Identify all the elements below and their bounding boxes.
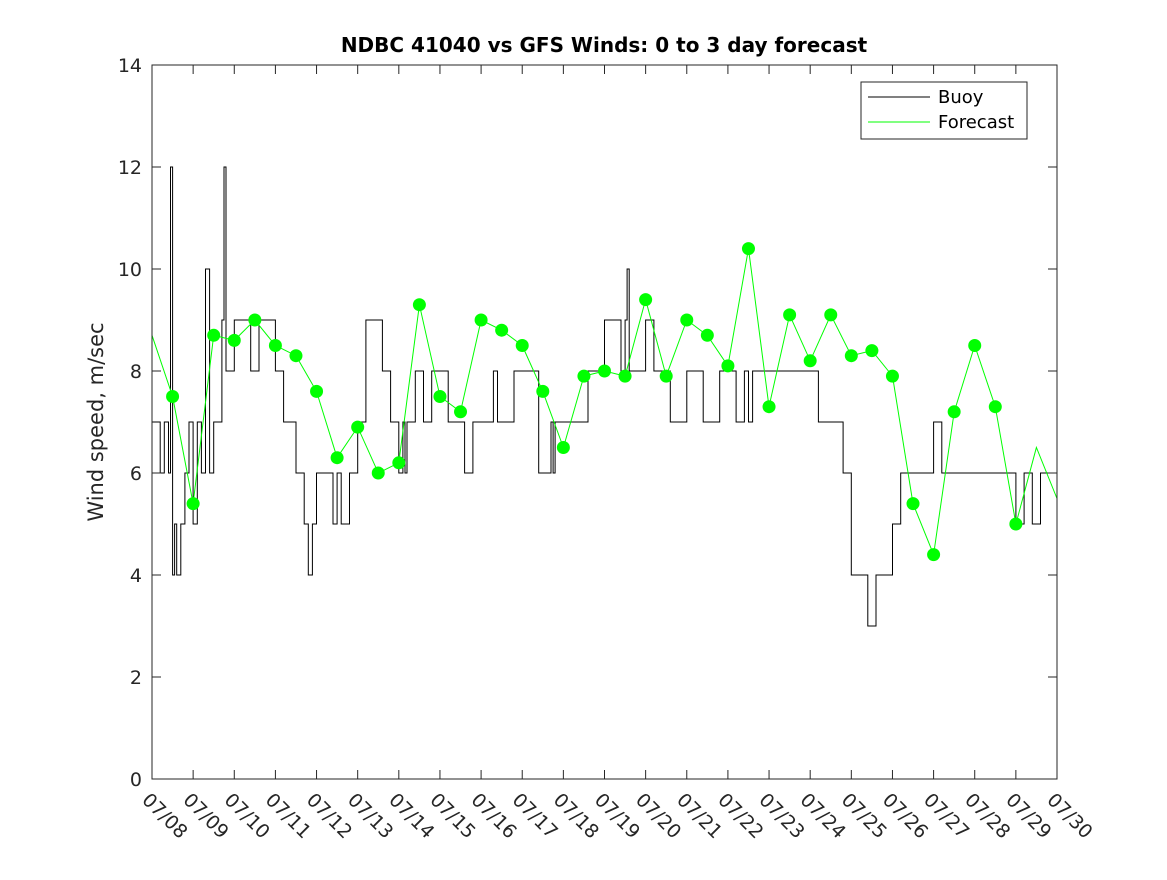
forecast-point <box>310 384 324 398</box>
x-tick-label: 07/10 <box>220 789 274 843</box>
forecast-point <box>495 323 509 337</box>
forecast-point <box>906 497 920 511</box>
y-tick-label: 12 <box>118 157 142 179</box>
forecast-point <box>741 242 755 256</box>
forecast-point <box>721 359 735 373</box>
forecast-point <box>412 298 426 312</box>
y-tick-label: 0 <box>130 769 142 791</box>
x-tick-label: 07/08 <box>137 789 191 843</box>
x-tick-label: 07/28 <box>960 789 1014 843</box>
series-layer <box>151 166 1058 627</box>
forecast-point <box>618 369 632 383</box>
forecast-point <box>330 451 344 465</box>
x-tick-label: 07/14 <box>384 789 438 843</box>
forecast-point <box>227 333 241 347</box>
forecast-point <box>371 466 385 480</box>
x-tick-label: 07/30 <box>1042 789 1096 843</box>
chart-title: NDBC 41040 vs GFS Winds: 0 to 3 day fore… <box>341 33 868 57</box>
x-tick-label: 07/25 <box>837 789 891 843</box>
axis-layer: 0246810121407/0807/0907/1007/1107/1207/1… <box>118 55 1097 843</box>
x-tick-label: 07/16 <box>467 789 521 843</box>
x-tick-label: 07/13 <box>343 789 397 843</box>
y-axis-label: Wind speed, m/sec <box>84 322 108 521</box>
legend-forecast-label: Forecast <box>938 112 1014 133</box>
forecast-point <box>762 400 776 414</box>
legend-box <box>860 81 1028 140</box>
x-tick-label: 07/20 <box>631 789 685 843</box>
forecast-point <box>268 339 282 352</box>
y-tick-label: 4 <box>130 565 142 587</box>
forecast-point <box>207 328 221 342</box>
x-tick-label: 07/12 <box>302 789 356 843</box>
forecast-point <box>885 369 899 383</box>
legend: Buoy Forecast <box>860 81 1028 140</box>
x-tick-label: 07/21 <box>672 789 726 843</box>
forecast-point <box>166 390 180 403</box>
forecast-point <box>865 344 879 358</box>
y-tick-label: 14 <box>118 55 142 77</box>
forecast-point <box>454 405 468 419</box>
buoy-series-line <box>152 166 1057 627</box>
forecast-point <box>598 364 611 378</box>
x-tick-label: 07/17 <box>508 789 562 843</box>
forecast-point <box>680 313 694 327</box>
forecast-point <box>1009 517 1023 531</box>
y-tick-label: 2 <box>130 667 142 689</box>
x-tick-label: 07/09 <box>179 789 233 843</box>
forecast-point <box>824 308 838 322</box>
x-tick-label: 07/11 <box>261 789 315 843</box>
x-tick-label: 07/26 <box>878 789 932 843</box>
x-tick-label: 07/24 <box>796 789 850 843</box>
forecast-point <box>927 548 941 562</box>
forecast-point <box>186 497 200 511</box>
y-tick-label: 8 <box>130 361 142 383</box>
forecast-point <box>433 390 447 403</box>
forecast-point <box>474 313 488 327</box>
legend-buoy-label: Buoy <box>938 87 984 108</box>
forecast-point <box>248 313 262 327</box>
forecast-point <box>392 456 406 470</box>
forecast-point <box>351 420 365 434</box>
x-tick-label: 07/23 <box>755 789 809 843</box>
x-tick-label: 07/29 <box>1001 789 1055 843</box>
x-tick-label: 07/18 <box>549 789 603 843</box>
forecast-point <box>988 400 1002 414</box>
forecast-point <box>659 369 673 383</box>
forecast-point <box>556 441 570 454</box>
forecast-point <box>844 349 858 363</box>
forecast-point <box>515 339 529 352</box>
forecast-point <box>700 328 714 342</box>
forecast-point <box>289 349 303 363</box>
forecast-series-line <box>151 248 1058 557</box>
forecast-point <box>536 384 550 398</box>
x-tick-label: 07/22 <box>713 789 767 843</box>
x-tick-label: 07/19 <box>590 789 644 843</box>
forecast-point <box>947 405 961 419</box>
forecast-point <box>968 339 982 352</box>
x-tick-label: 07/27 <box>919 789 973 843</box>
x-tick-label: 07/15 <box>425 789 479 843</box>
y-tick-label: 6 <box>130 463 142 485</box>
forecast-point <box>639 293 653 307</box>
forecast-point <box>577 369 591 383</box>
y-tick-label: 10 <box>118 259 142 281</box>
forecast-point <box>803 354 817 368</box>
forecast-point <box>783 308 797 322</box>
